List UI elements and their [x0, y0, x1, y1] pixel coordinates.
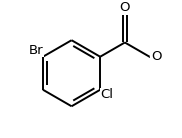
Text: O: O: [120, 1, 130, 14]
Text: O: O: [151, 50, 161, 63]
Text: Cl: Cl: [100, 88, 113, 101]
Text: Br: Br: [28, 44, 43, 57]
